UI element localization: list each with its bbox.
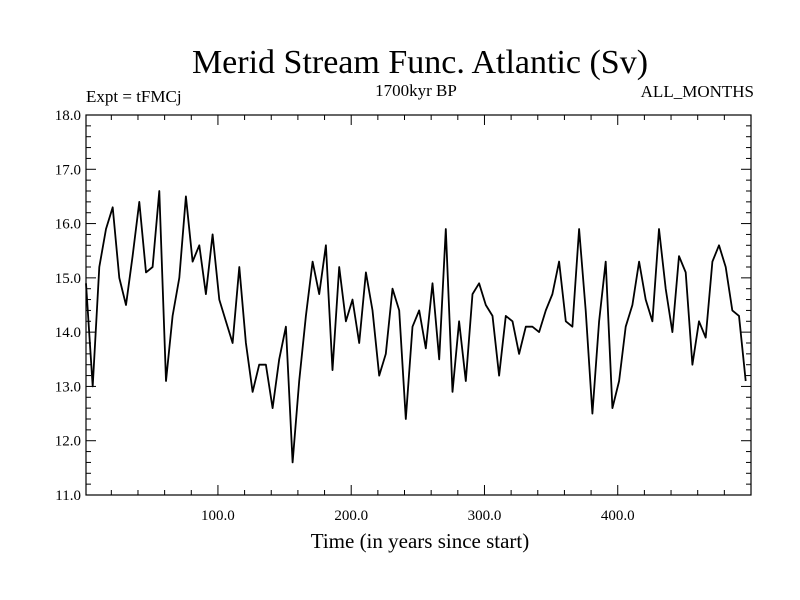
plot-frame — [85, 114, 752, 496]
x-axis-label: Time (in years since start) — [311, 529, 530, 553]
x-tick-label: 100.0 — [201, 508, 235, 524]
y-tick-label: 17.0 — [55, 162, 81, 178]
x-tick-label: 400.0 — [601, 508, 635, 524]
series-line — [85, 190, 747, 464]
months-label: ALL_MONTHS — [641, 82, 754, 101]
x-tick-label: 300.0 — [468, 508, 502, 524]
y-tick-label: 14.0 — [55, 325, 81, 341]
data-series — [85, 190, 747, 464]
y-tick-label: 13.0 — [55, 379, 81, 395]
y-tick-label: 15.0 — [55, 271, 81, 287]
experiment-label: Expt = tFMCj — [86, 87, 182, 106]
chart-title: Merid Stream Func. Atlantic (Sv) — [192, 44, 648, 81]
y-tick-label: 16.0 — [55, 217, 81, 233]
y-tick-label: 18.0 — [55, 108, 81, 124]
y-tick-label: 11.0 — [55, 488, 81, 504]
y-tick-label: 12.0 — [55, 434, 81, 450]
x-tick-label: 200.0 — [334, 508, 368, 524]
period-label: 1700kyr BP — [375, 81, 457, 100]
axis-ticks: 11.0 12.0 13.0 14.0 15.0 16.0 17.0 18.0 100.0 200… — [55, 108, 751, 524]
